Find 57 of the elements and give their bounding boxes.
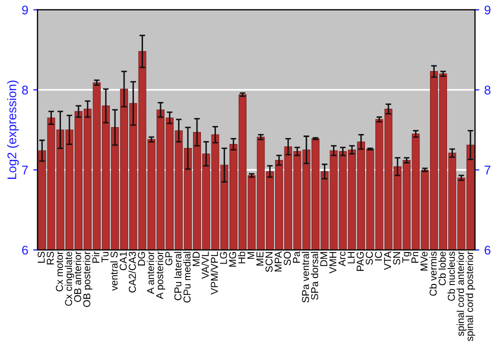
- x-tick-label: PAG: [356, 252, 364, 271]
- x-tick-label: OB anterior: [74, 251, 82, 302]
- x-tick-label: ventral S: [110, 252, 118, 291]
- y2-tick-label: 8: [484, 86, 490, 94]
- x-tick-label: A posterior: [156, 251, 166, 300]
- y-axis-title: Log2 (expression): [7, 80, 19, 179]
- x-tick-label: CPu lateral: [174, 252, 182, 300]
- y-tick-label: 8: [22, 86, 28, 94]
- x-tick-label: LG: [220, 252, 228, 264]
- x-tick-label: LS: [38, 252, 45, 263]
- x-tick-label: Pir: [92, 251, 100, 263]
- x-tick-label: Hb: [238, 252, 246, 264]
- x-tick-label: M: [247, 252, 254, 259]
- x-tick-label: OB posterior: [82, 251, 92, 307]
- x-tick-label: SC: [366, 252, 373, 265]
- x-tick-label: Cb lobe: [438, 252, 446, 286]
- x-tick-label: Pa: [292, 251, 300, 263]
- x-tick-label: Cb nucleus: [448, 252, 455, 301]
- y2-tick-label: 6: [484, 246, 490, 255]
- x-tick-label: CPu medial: [183, 252, 191, 302]
- y-tick-label: 7: [22, 166, 28, 174]
- x-tick-label: SN: [393, 252, 400, 265]
- x-tick-label: RS: [46, 252, 54, 264]
- x-tick-label: GP: [165, 252, 172, 266]
- x-tick-label: VTA: [384, 251, 391, 270]
- x-tick-label: DM: [320, 252, 328, 266]
- x-tick-label: Tg: [402, 252, 412, 263]
- x-tick-label: Cx cingulate: [64, 252, 74, 306]
- x-tick-label: DG: [138, 252, 145, 266]
- y-tick-label: 6: [22, 246, 28, 255]
- x-tick-label: VMH: [329, 252, 336, 274]
- x-tick-label: SO: [284, 252, 291, 266]
- x-tick-label: spinal cord posterior: [466, 251, 476, 342]
- x-tick-label: Pn: [411, 252, 418, 263]
- x-tick-label: Tu: [102, 252, 109, 262]
- x-tick-label: LH: [348, 252, 355, 264]
- x-tick-label: Arc: [338, 252, 346, 266]
- x-tick-label: Cb vermis: [429, 252, 437, 296]
- x-tick-label: SPa ventral: [302, 252, 310, 303]
- y2-tick-label: 7: [484, 166, 490, 174]
- y2-tick-label: 9: [484, 6, 490, 14]
- x-tick-label: MG: [229, 252, 236, 267]
- y-tick-label: 9: [22, 6, 28, 14]
- x-tick-label: Cx motor: [56, 251, 63, 292]
- x-tick-label: MPA: [274, 251, 282, 272]
- x-tick-label: MVe: [420, 252, 428, 270]
- x-tick-label: CA2/CA3: [128, 252, 136, 292]
- x-tick-label: IC: [374, 252, 382, 260]
- x-tick-label: CA1: [120, 252, 127, 270]
- x-tick-label: SPa dorsal: [310, 252, 318, 300]
- x-tick-label: SCN: [266, 252, 273, 272]
- x-tick-label: ME: [256, 252, 264, 266]
- x-tick-label: VPM/VPL: [210, 252, 218, 295]
- x-tick-label: MD: [192, 252, 200, 266]
- x-tick-label: A anterior: [146, 251, 154, 294]
- x-tick-label: spinal cord anterior: [456, 251, 466, 336]
- x-tick-label: VA/VL: [201, 252, 209, 279]
